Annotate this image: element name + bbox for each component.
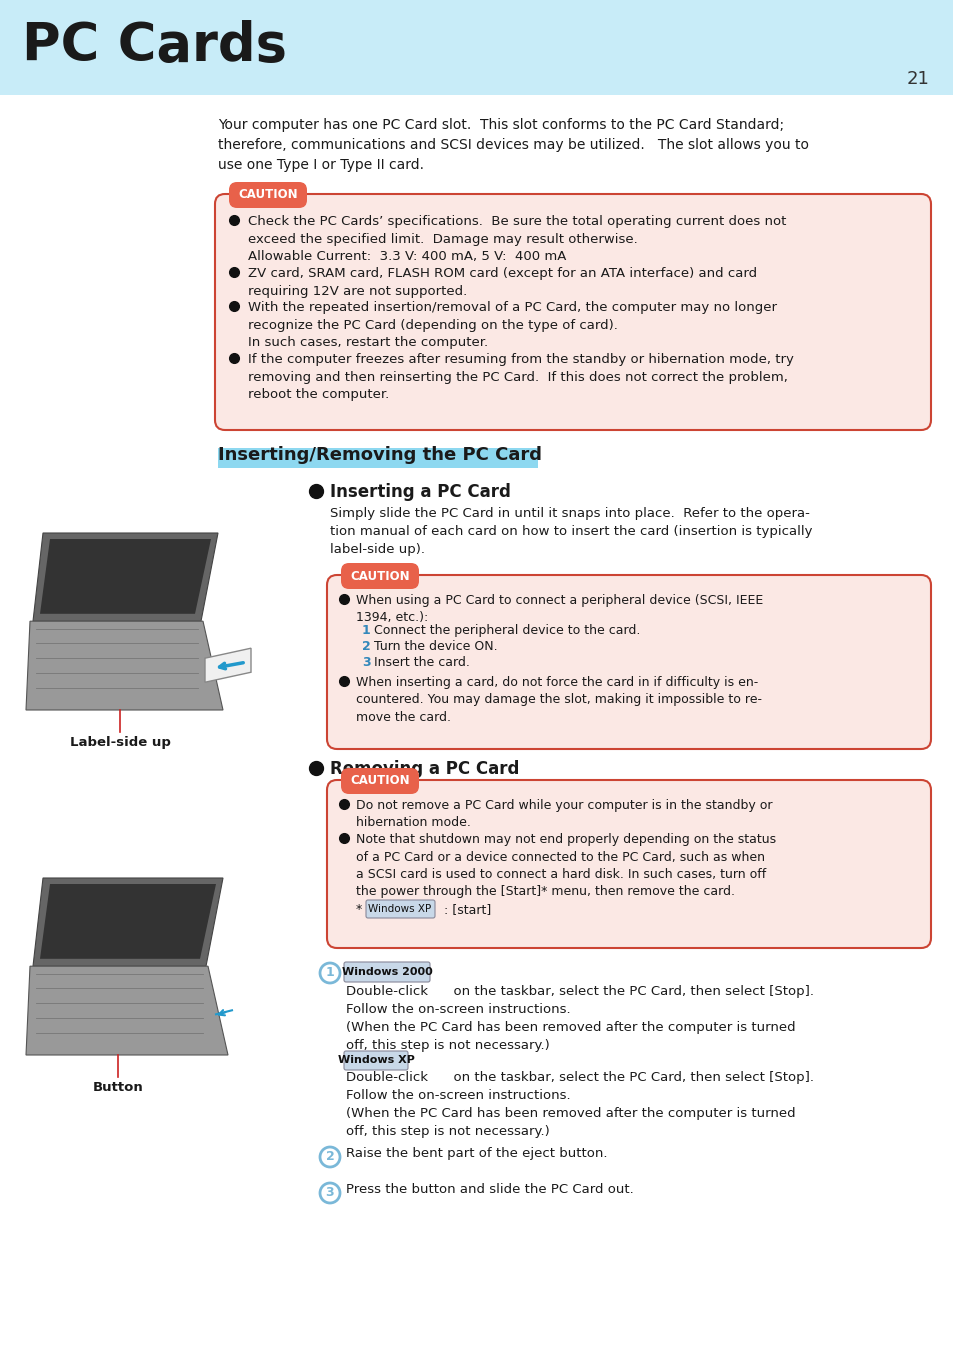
Text: Do not remove a PC Card while your computer is in the standby or
hibernation mod: Do not remove a PC Card while your compu…	[355, 798, 772, 830]
Text: If the computer freezes after resuming from the standby or hibernation mode, try: If the computer freezes after resuming f…	[248, 353, 793, 401]
Text: 1: 1	[325, 966, 334, 979]
Text: Your computer has one PC Card slot.  This slot conforms to the PC Card Standard;: Your computer has one PC Card slot. This…	[218, 118, 808, 172]
Polygon shape	[33, 534, 218, 621]
Text: Label-side up: Label-side up	[70, 736, 171, 748]
Text: CAUTION: CAUTION	[350, 774, 410, 788]
Text: Check the PC Cards’ specifications.  Be sure the total operating current does no: Check the PC Cards’ specifications. Be s…	[248, 215, 785, 263]
Text: When inserting a card, do not force the card in if difficulty is en-
countered. : When inserting a card, do not force the …	[355, 676, 761, 724]
Text: Windows 2000: Windows 2000	[341, 967, 432, 977]
Text: CAUTION: CAUTION	[350, 570, 410, 582]
Text: Double-click      on the taskbar, select the PC Card, then select [Stop].
Follow: Double-click on the taskbar, select the …	[346, 1071, 813, 1138]
FancyBboxPatch shape	[344, 962, 430, 982]
Text: Press the button and slide the PC Card out.: Press the button and slide the PC Card o…	[346, 1183, 633, 1196]
Bar	[218, 449, 537, 467]
Text: 21: 21	[906, 70, 929, 88]
Polygon shape	[40, 884, 215, 959]
Text: Windows XP: Windows XP	[337, 1055, 414, 1065]
Text: ZV card, SRAM card, FLASH ROM card (except for an ATA interface) and card
requir: ZV card, SRAM card, FLASH ROM card (exce…	[248, 267, 757, 297]
Text: *: *	[355, 902, 370, 916]
Polygon shape	[205, 648, 251, 682]
FancyBboxPatch shape	[327, 780, 930, 948]
Text: : [start]: : [start]	[439, 902, 491, 916]
Text: CAUTION: CAUTION	[238, 189, 297, 201]
Text: Connect the peripheral device to the card.: Connect the peripheral device to the car…	[374, 624, 639, 638]
Text: Insert the card.: Insert the card.	[374, 657, 470, 669]
Text: 1: 1	[361, 624, 371, 638]
Polygon shape	[33, 878, 223, 966]
Text: Double-click      on the taskbar, select the PC Card, then select [Stop].
Follow: Double-click on the taskbar, select the …	[346, 985, 813, 1052]
Text: 3: 3	[361, 657, 370, 669]
Text: 2: 2	[361, 640, 371, 653]
Text: Inserting/Removing the PC Card: Inserting/Removing the PC Card	[218, 446, 541, 463]
Polygon shape	[26, 621, 223, 711]
Text: PC Cards: PC Cards	[22, 20, 287, 72]
Text: 2: 2	[325, 1151, 334, 1163]
Text: Button: Button	[92, 1081, 143, 1094]
Text: With the repeated insertion/removal of a PC Card, the computer may no longer
rec: With the repeated insertion/removal of a…	[248, 301, 776, 349]
Text: Simply slide the PC Card in until it snaps into place.  Refer to the opera-
tion: Simply slide the PC Card in until it sna…	[330, 507, 812, 557]
Text: 3: 3	[325, 1186, 334, 1200]
Text: Turn the device ON.: Turn the device ON.	[374, 640, 497, 653]
Text: When using a PC Card to connect a peripheral device (SCSI, IEEE
1394, etc.):: When using a PC Card to connect a periph…	[355, 594, 762, 624]
Bar	[0, 0, 953, 95]
Text: Removing a PC Card: Removing a PC Card	[330, 761, 518, 778]
Text: Raise the bent part of the eject button.: Raise the bent part of the eject button.	[346, 1147, 607, 1161]
FancyBboxPatch shape	[327, 576, 930, 748]
FancyBboxPatch shape	[229, 182, 307, 208]
Polygon shape	[40, 539, 211, 613]
FancyBboxPatch shape	[340, 563, 418, 589]
FancyBboxPatch shape	[366, 900, 435, 917]
Text: Inserting a PC Card: Inserting a PC Card	[330, 484, 511, 501]
FancyBboxPatch shape	[344, 1051, 408, 1070]
Text: Windows XP: Windows XP	[368, 904, 431, 915]
Polygon shape	[26, 966, 228, 1055]
FancyBboxPatch shape	[214, 195, 930, 430]
FancyBboxPatch shape	[340, 767, 418, 794]
Text: Note that shutdown may not end properly depending on the status
of a PC Card or : Note that shutdown may not end properly …	[355, 834, 776, 898]
